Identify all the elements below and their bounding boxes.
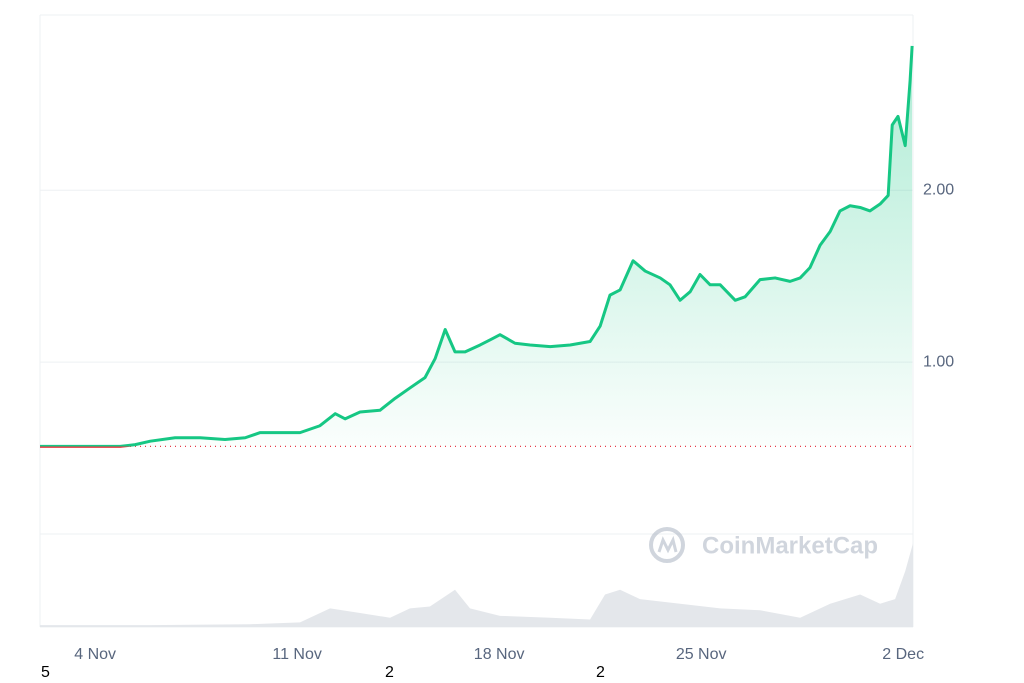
watermark-logo: [649, 527, 685, 563]
y-tick-label: 1.00: [923, 353, 954, 370]
y-tick-label: 2.00: [923, 182, 954, 199]
footer-label: 2: [596, 664, 605, 681]
x-tick-label: 2 Dec: [882, 646, 924, 663]
watermark: CoinMarketCap: [649, 527, 878, 563]
x-tick-label: 4 Nov: [74, 646, 116, 663]
volume-area: [40, 543, 913, 627]
x-tick-label: 25 Nov: [676, 646, 727, 663]
footer-label: 2: [385, 664, 394, 681]
price-area: [40, 45, 913, 447]
watermark-text: CoinMarketCap: [702, 532, 878, 559]
price-line: [40, 45, 914, 448]
x-tick-label: 11 Nov: [272, 646, 322, 663]
footer-label: 5: [41, 664, 50, 681]
x-tick-label: 18 Nov: [474, 646, 525, 663]
watermark-logo-mark: [657, 535, 678, 554]
